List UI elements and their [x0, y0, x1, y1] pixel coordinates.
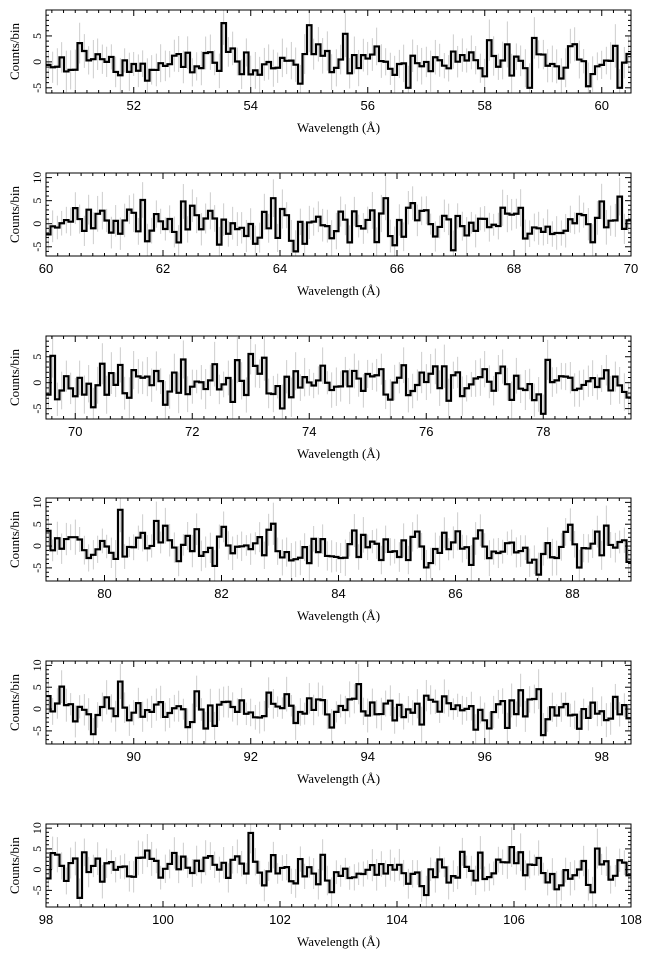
spectrum-histogram — [46, 22, 631, 89]
y-tick-label: 10 — [30, 172, 44, 184]
y-tick-label: -5 — [30, 242, 44, 252]
spectrum-histogram — [46, 195, 631, 253]
x-tick-label: 88 — [565, 586, 579, 601]
y-tick-label: 0 — [30, 380, 44, 386]
x-tick-label: 108 — [620, 912, 642, 927]
spectrum-panel-6: 98 100 102 104 106 108 -5 0 5 10 Wavelength (Å) Cou… — [7, 822, 642, 949]
x-tick-label: 74 — [302, 424, 316, 439]
y-tick-label: 10 — [30, 496, 44, 508]
spectrum-histogram — [46, 352, 631, 415]
x-tick-label: 98 — [39, 912, 53, 927]
x-tick-label: 60 — [595, 98, 609, 113]
x-tick-label: 62 — [156, 261, 170, 276]
y-axis-label: Counts/bin — [7, 22, 22, 80]
x-axis-label: Wavelength (Å) — [297, 771, 380, 786]
x-tick-label: 70 — [624, 261, 638, 276]
y-tick-label: 5 — [30, 846, 44, 852]
x-tick-label: 78 — [536, 424, 550, 439]
y-tick-label: 0 — [30, 221, 44, 227]
y-tick-label: 0 — [30, 867, 44, 873]
spectrum-histogram — [46, 831, 631, 899]
spectrum-panel-3: 70 72 74 76 78 -5 0 5 Wavelength (Å) Counts/bin — [7, 335, 632, 461]
x-tick-label: 70 — [68, 424, 82, 439]
x-axis-label: Wavelength (Å) — [297, 283, 380, 298]
x-tick-label: 102 — [269, 912, 291, 927]
y-tick-label: -5 — [30, 83, 44, 93]
x-tick-label: 66 — [390, 261, 404, 276]
x-tick-label: 96 — [478, 749, 492, 764]
y-tick-label: 5 — [30, 33, 44, 39]
y-tick-label: 5 — [30, 684, 44, 690]
x-tick-label: 82 — [214, 586, 228, 601]
y-tick-label: 10 — [30, 659, 44, 671]
y-axis-label: Counts/bin — [7, 836, 22, 894]
x-axis-label: Wavelength (Å) — [297, 934, 380, 949]
x-tick-label: 68 — [507, 261, 521, 276]
spectrum-panel-4: 80 82 84 86 88 -5 0 5 10 Wavelength (Å) Counts/bin — [7, 496, 632, 623]
x-axis-label: Wavelength (Å) — [297, 120, 380, 135]
spectrum-panel-2: 60 62 64 66 68 70 -5 0 5 10 Wavelength (Å) Counts/b… — [7, 172, 638, 298]
spectrum-panel-1: 52 54 56 58 60 -5 0 5 Wavelength (Å) Counts/bin — [7, 9, 632, 135]
y-tick-label: 5 — [30, 354, 44, 360]
y-tick-label: 0 — [30, 543, 44, 549]
y-tick-label: 0 — [30, 59, 44, 65]
x-tick-label: 90 — [127, 749, 141, 764]
x-tick-label: 54 — [244, 98, 258, 113]
x-tick-label: 104 — [386, 912, 408, 927]
x-tick-label: 60 — [39, 261, 53, 276]
y-tick-label: -5 — [30, 563, 44, 573]
y-tick-label: -5 — [30, 885, 44, 895]
x-tick-label: 100 — [152, 912, 174, 927]
y-tick-label: 10 — [30, 822, 44, 834]
plot-frame — [45, 660, 632, 745]
spectrum-panel-5: 90 92 94 96 98 -5 0 5 10 Wavelength (Å) Counts/bin — [7, 659, 632, 786]
y-tick-label: 5 — [30, 198, 44, 204]
y-tick-label: -5 — [30, 404, 44, 414]
x-tick-label: 106 — [503, 912, 525, 927]
y-tick-label: 0 — [30, 706, 44, 712]
x-tick-label: 64 — [273, 261, 287, 276]
x-axis-label: Wavelength (Å) — [297, 608, 380, 623]
x-tick-label: 58 — [478, 98, 492, 113]
y-axis-label: Counts/bin — [7, 673, 22, 731]
x-tick-label: 72 — [185, 424, 199, 439]
y-axis-label: Counts/bin — [7, 348, 22, 406]
x-tick-label: 92 — [244, 749, 258, 764]
x-tick-label: 52 — [127, 98, 141, 113]
x-tick-label: 76 — [419, 424, 433, 439]
x-tick-label: 86 — [448, 586, 462, 601]
y-axis-label: Counts/bin — [7, 185, 22, 243]
y-tick-label: 5 — [30, 521, 44, 527]
x-tick-label: 98 — [595, 749, 609, 764]
error-bars — [47, 10, 630, 93]
y-tick-label: -5 — [30, 726, 44, 736]
x-tick-label: 84 — [331, 586, 345, 601]
x-tick-label: 94 — [361, 749, 375, 764]
spectrum-histogram — [46, 508, 631, 576]
spectrum-histogram — [46, 680, 631, 737]
x-tick-label: 56 — [361, 98, 375, 113]
x-tick-label: 80 — [97, 586, 111, 601]
y-axis-label: Counts/bin — [7, 510, 22, 568]
x-axis-label: Wavelength (Å) — [297, 446, 380, 461]
